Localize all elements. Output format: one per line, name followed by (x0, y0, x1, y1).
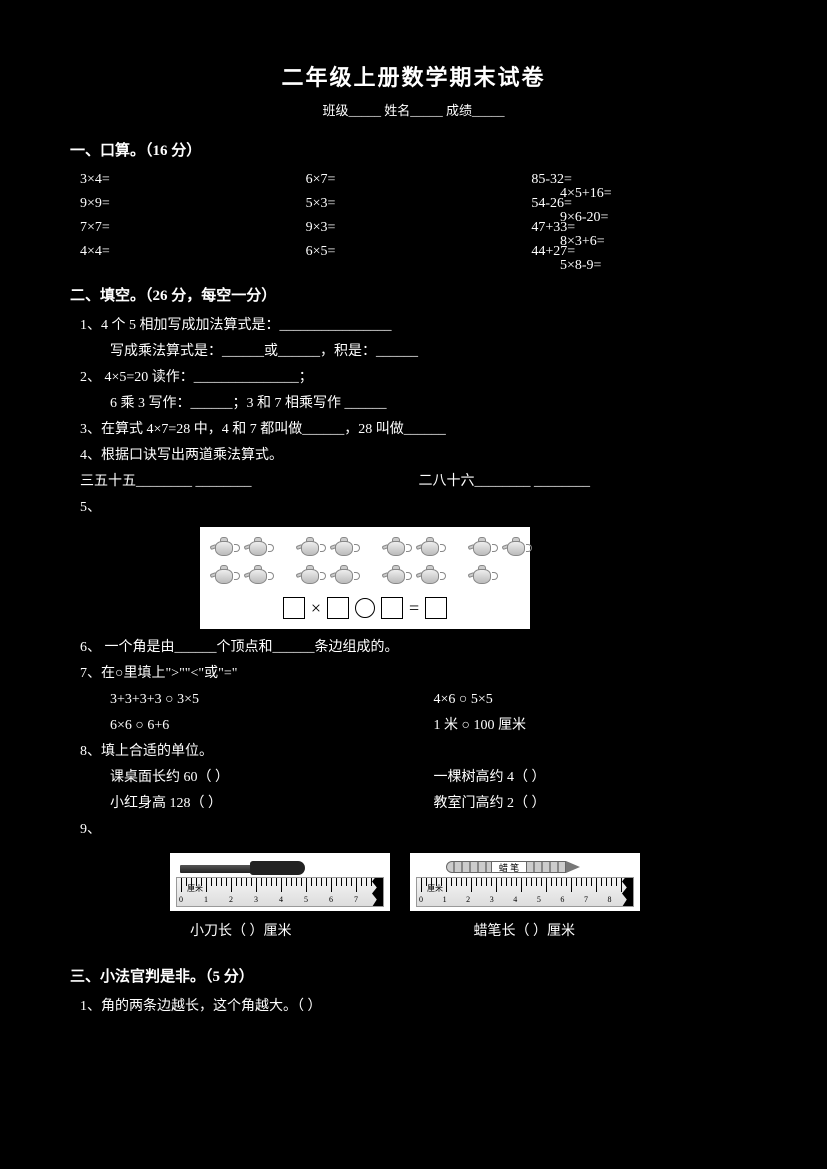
q9a: 9、 (80, 817, 757, 843)
teapot-icon (502, 537, 532, 559)
teapot-icon (330, 537, 360, 559)
teapot-icon (382, 537, 412, 559)
teapot-icon (244, 537, 274, 559)
calc-item: 5×3= (306, 192, 532, 216)
teapot-icon (296, 565, 326, 587)
page-title: 二年级上册数学期末试卷 (70, 60, 757, 92)
calc-item: 9×6-20= (560, 206, 612, 230)
answer-box-icon (381, 597, 403, 619)
answer-box-icon (283, 597, 305, 619)
q8-cell: 课桌面长约 60（ ） (110, 765, 434, 791)
calc-item: 5×8-9= (560, 254, 612, 278)
crayon-label: 蜡 笔 (491, 861, 527, 873)
q7a: 7、在○里填上">""<"或"=" (80, 661, 757, 687)
q5a: 5、 (80, 495, 757, 521)
teapot-icon (468, 537, 498, 559)
q8-cell: 教室门高约 2（ ） (434, 791, 758, 817)
q2a: 2、 4×5=20 读作：_______________； (80, 365, 757, 391)
multiply-icon: × (311, 598, 321, 619)
q7-cell: 4×6 ○ 5×5 (434, 687, 758, 713)
calc-item: 9×3= (306, 216, 532, 240)
calc-item: 4×4= (80, 240, 306, 264)
q8-cell: 小红身高 128（ ） (110, 791, 434, 817)
section-2-heading: 二、填空。（26 分，每空一分） (70, 284, 757, 305)
q4b-left: 三五十五________ ________ (80, 469, 419, 495)
q7-cell: 3+3+3+3 ○ 3×5 (110, 687, 434, 713)
ruler-figure-row: 厘米 01234567 蜡 笔 厘米 012345678 (170, 853, 757, 911)
calc-item: 9×9= (80, 192, 306, 216)
calc-item: 6×7= (306, 168, 532, 192)
q4a: 4、根据口诀写出两道乘法算式。 (80, 443, 757, 469)
ruler-icon: 厘米 01234567 (176, 877, 384, 907)
equals-icon: = (409, 598, 419, 619)
teapot-row (210, 565, 520, 587)
teapot-icon (296, 537, 326, 559)
teapot-figure: × = (200, 527, 530, 629)
q7-cell: 1 米 ○ 100 厘米 (434, 713, 758, 739)
answer-box-icon (327, 597, 349, 619)
knife-icon (180, 859, 310, 875)
teapot-icon (244, 565, 274, 587)
q1b: 写成乘法算式是：______或______，积是：______ (110, 339, 757, 365)
circle-operator-icon (355, 598, 375, 618)
knife-ruler-figure: 厘米 01234567 (170, 853, 390, 911)
q9b-right: 蜡笔长（ ）厘米 (474, 919, 758, 945)
score-line: 班级_____ 姓名_____ 成绩_____ (70, 100, 757, 119)
teapot-icon (210, 565, 240, 587)
calc-item: 4×5+16= (560, 182, 612, 206)
s3-q1: 1、角的两条边越长，这个角越大。（ ） (80, 994, 757, 1020)
section-1-grid: 3×4= 6×7= 85-32= 9×9= 5×3= 54-26= 7×7= 9… (80, 168, 757, 264)
q4b-right: 二八十六________ ________ (419, 469, 758, 495)
section-1-heading: 一、口算。（16 分） (70, 139, 757, 160)
calc-item: 3×4= (80, 168, 306, 192)
calc-item: 7×7= (80, 216, 306, 240)
ruler-icon: 厘米 012345678 (416, 877, 634, 907)
teapot-icon (416, 537, 446, 559)
answer-box-icon (425, 597, 447, 619)
q3: 3、在算式 4×7=28 中，4 和 7 都叫做______，28 叫做____… (80, 417, 757, 443)
q6: 6、 一个角是由______个顶点和______条边组成的。 (80, 635, 757, 661)
crayon-icon: 蜡 笔 (446, 859, 596, 875)
q7-cell: 6×6 ○ 6+6 (110, 713, 434, 739)
teapot-row (210, 537, 520, 559)
calc-item: 6×5= (306, 240, 532, 264)
q8-cell: 一棵树高约 4（ ） (434, 765, 758, 791)
q2b: 6 乘 3 写作：______；3 和 7 相乘写作 ______ (110, 391, 757, 417)
teapot-icon (416, 565, 446, 587)
teapot-icon (382, 565, 412, 587)
crayon-ruler-figure: 蜡 笔 厘米 012345678 (410, 853, 640, 911)
q8a: 8、填上合适的单位。 (80, 739, 757, 765)
calc-item: 8×3+6= (560, 230, 612, 254)
q1a: 1、4 个 5 相加写成加法算式是：________________ (80, 313, 757, 339)
teapot-icon (468, 565, 498, 587)
teapot-icon (330, 565, 360, 587)
equation-line: × = (210, 597, 520, 619)
teapot-icon (210, 537, 240, 559)
q9b-left: 小刀长（ ）厘米 (190, 919, 474, 945)
section-3-heading: 三、小法官判是非。（5 分） (70, 965, 757, 986)
